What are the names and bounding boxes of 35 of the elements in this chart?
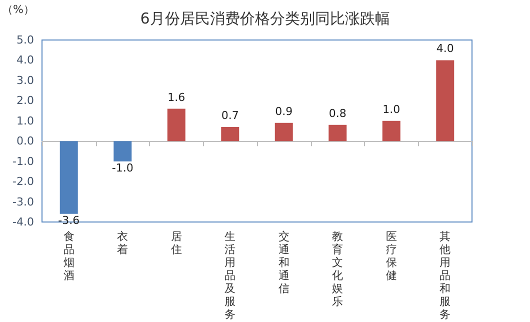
y-tick-label: -2.0 (12, 175, 34, 188)
y-tick-label: 4.0 (16, 54, 34, 67)
bar (167, 108, 186, 142)
y-tick-label: -3.0 (12, 195, 34, 208)
y-tick-label: -4.0 (12, 216, 34, 228)
data-label: 1.6 (168, 90, 186, 104)
bar (274, 122, 293, 142)
data-label: -1.0 (112, 161, 134, 174)
bar (221, 126, 240, 142)
bar (328, 124, 347, 142)
data-label: 1.0 (382, 102, 400, 116)
bar (60, 141, 78, 214)
chart-title: 6月份居民消费价格分类别同比涨跌幅 (140, 10, 390, 28)
y-tick-label: 1.0 (16, 114, 34, 128)
y-tick-label: 5.0 (16, 34, 34, 46)
x-tick-label: 其他用品和服务 (440, 230, 451, 321)
x-tick-label: 居住 (170, 230, 182, 256)
bar (114, 141, 132, 162)
x-tick-label: 食品烟酒 (63, 230, 74, 282)
y-tick-label: 3.0 (16, 74, 34, 87)
data-label: 0.7 (221, 108, 239, 122)
data-label: 0.9 (275, 104, 293, 118)
x-tick-label: 生活用品及服务 (224, 230, 236, 321)
x-tick-label: 交通和通信 (278, 230, 290, 295)
bar (436, 60, 454, 142)
y-tick-label: -1.0 (12, 154, 34, 168)
y-tick-label: 2.0 (16, 94, 34, 108)
bar (382, 120, 400, 142)
data-label: 4.0 (436, 42, 454, 56)
x-tick-label: 衣着 (117, 230, 128, 256)
y-axis-title: （%） (2, 3, 34, 16)
x-tick-label: 医疗保健 (386, 230, 397, 282)
x-tick-label: 教育文化娱乐 (332, 230, 344, 308)
y-tick-label: 0.0 (16, 134, 34, 148)
data-label: 0.8 (328, 106, 346, 120)
